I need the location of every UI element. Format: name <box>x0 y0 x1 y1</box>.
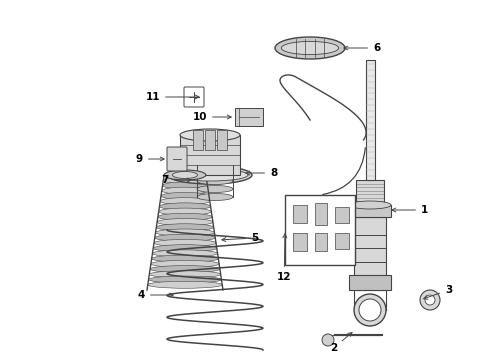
Text: 8: 8 <box>246 168 277 178</box>
Ellipse shape <box>197 185 233 193</box>
Ellipse shape <box>158 213 212 220</box>
Text: 5: 5 <box>222 233 258 243</box>
Ellipse shape <box>164 170 206 180</box>
Text: 10: 10 <box>193 112 231 122</box>
Ellipse shape <box>197 170 233 176</box>
Ellipse shape <box>152 255 219 262</box>
Ellipse shape <box>275 37 345 59</box>
Text: 3: 3 <box>424 285 452 299</box>
FancyBboxPatch shape <box>184 87 204 107</box>
Ellipse shape <box>197 177 233 185</box>
Bar <box>349 205 391 217</box>
Bar <box>354 217 386 290</box>
Ellipse shape <box>168 166 252 184</box>
Ellipse shape <box>148 281 222 288</box>
Bar <box>205 130 215 150</box>
Text: 4: 4 <box>138 290 173 300</box>
Ellipse shape <box>425 295 435 305</box>
Bar <box>235 108 263 126</box>
Text: 6: 6 <box>344 43 380 53</box>
Text: 7: 7 <box>162 175 191 185</box>
Bar <box>335 233 349 249</box>
Ellipse shape <box>172 171 197 179</box>
Ellipse shape <box>160 198 210 204</box>
Text: 1: 1 <box>392 205 428 215</box>
Bar <box>285 195 355 265</box>
Ellipse shape <box>420 290 440 310</box>
Bar <box>293 233 307 251</box>
Ellipse shape <box>161 192 209 199</box>
Ellipse shape <box>197 194 233 201</box>
Ellipse shape <box>164 171 206 179</box>
Text: 12: 12 <box>277 234 292 282</box>
Ellipse shape <box>154 239 216 247</box>
Ellipse shape <box>359 299 381 321</box>
Bar <box>315 203 327 225</box>
Ellipse shape <box>322 334 334 346</box>
Bar <box>180 135 240 175</box>
Ellipse shape <box>162 187 208 194</box>
Ellipse shape <box>349 201 391 209</box>
Bar <box>217 130 227 150</box>
Text: 9: 9 <box>136 154 164 164</box>
Ellipse shape <box>153 245 217 252</box>
Ellipse shape <box>281 41 339 55</box>
Bar <box>356 180 384 210</box>
Ellipse shape <box>180 129 240 141</box>
Ellipse shape <box>148 276 221 283</box>
Bar <box>293 205 307 223</box>
Ellipse shape <box>163 182 207 189</box>
Text: 11: 11 <box>146 92 199 102</box>
Ellipse shape <box>151 260 219 267</box>
Ellipse shape <box>197 162 233 168</box>
Bar <box>315 233 327 251</box>
Ellipse shape <box>149 271 220 278</box>
FancyBboxPatch shape <box>167 147 187 171</box>
Ellipse shape <box>163 177 207 184</box>
Bar <box>366 60 374 180</box>
Ellipse shape <box>159 208 211 215</box>
Ellipse shape <box>159 203 211 210</box>
Ellipse shape <box>155 229 215 236</box>
Ellipse shape <box>156 224 214 231</box>
Bar <box>349 275 391 290</box>
Ellipse shape <box>155 234 215 241</box>
Ellipse shape <box>152 250 218 257</box>
Bar <box>193 130 203 150</box>
Ellipse shape <box>150 266 220 273</box>
Ellipse shape <box>354 294 386 326</box>
Ellipse shape <box>157 219 213 226</box>
Bar <box>335 207 349 223</box>
Text: 2: 2 <box>330 333 352 353</box>
Ellipse shape <box>172 169 248 181</box>
